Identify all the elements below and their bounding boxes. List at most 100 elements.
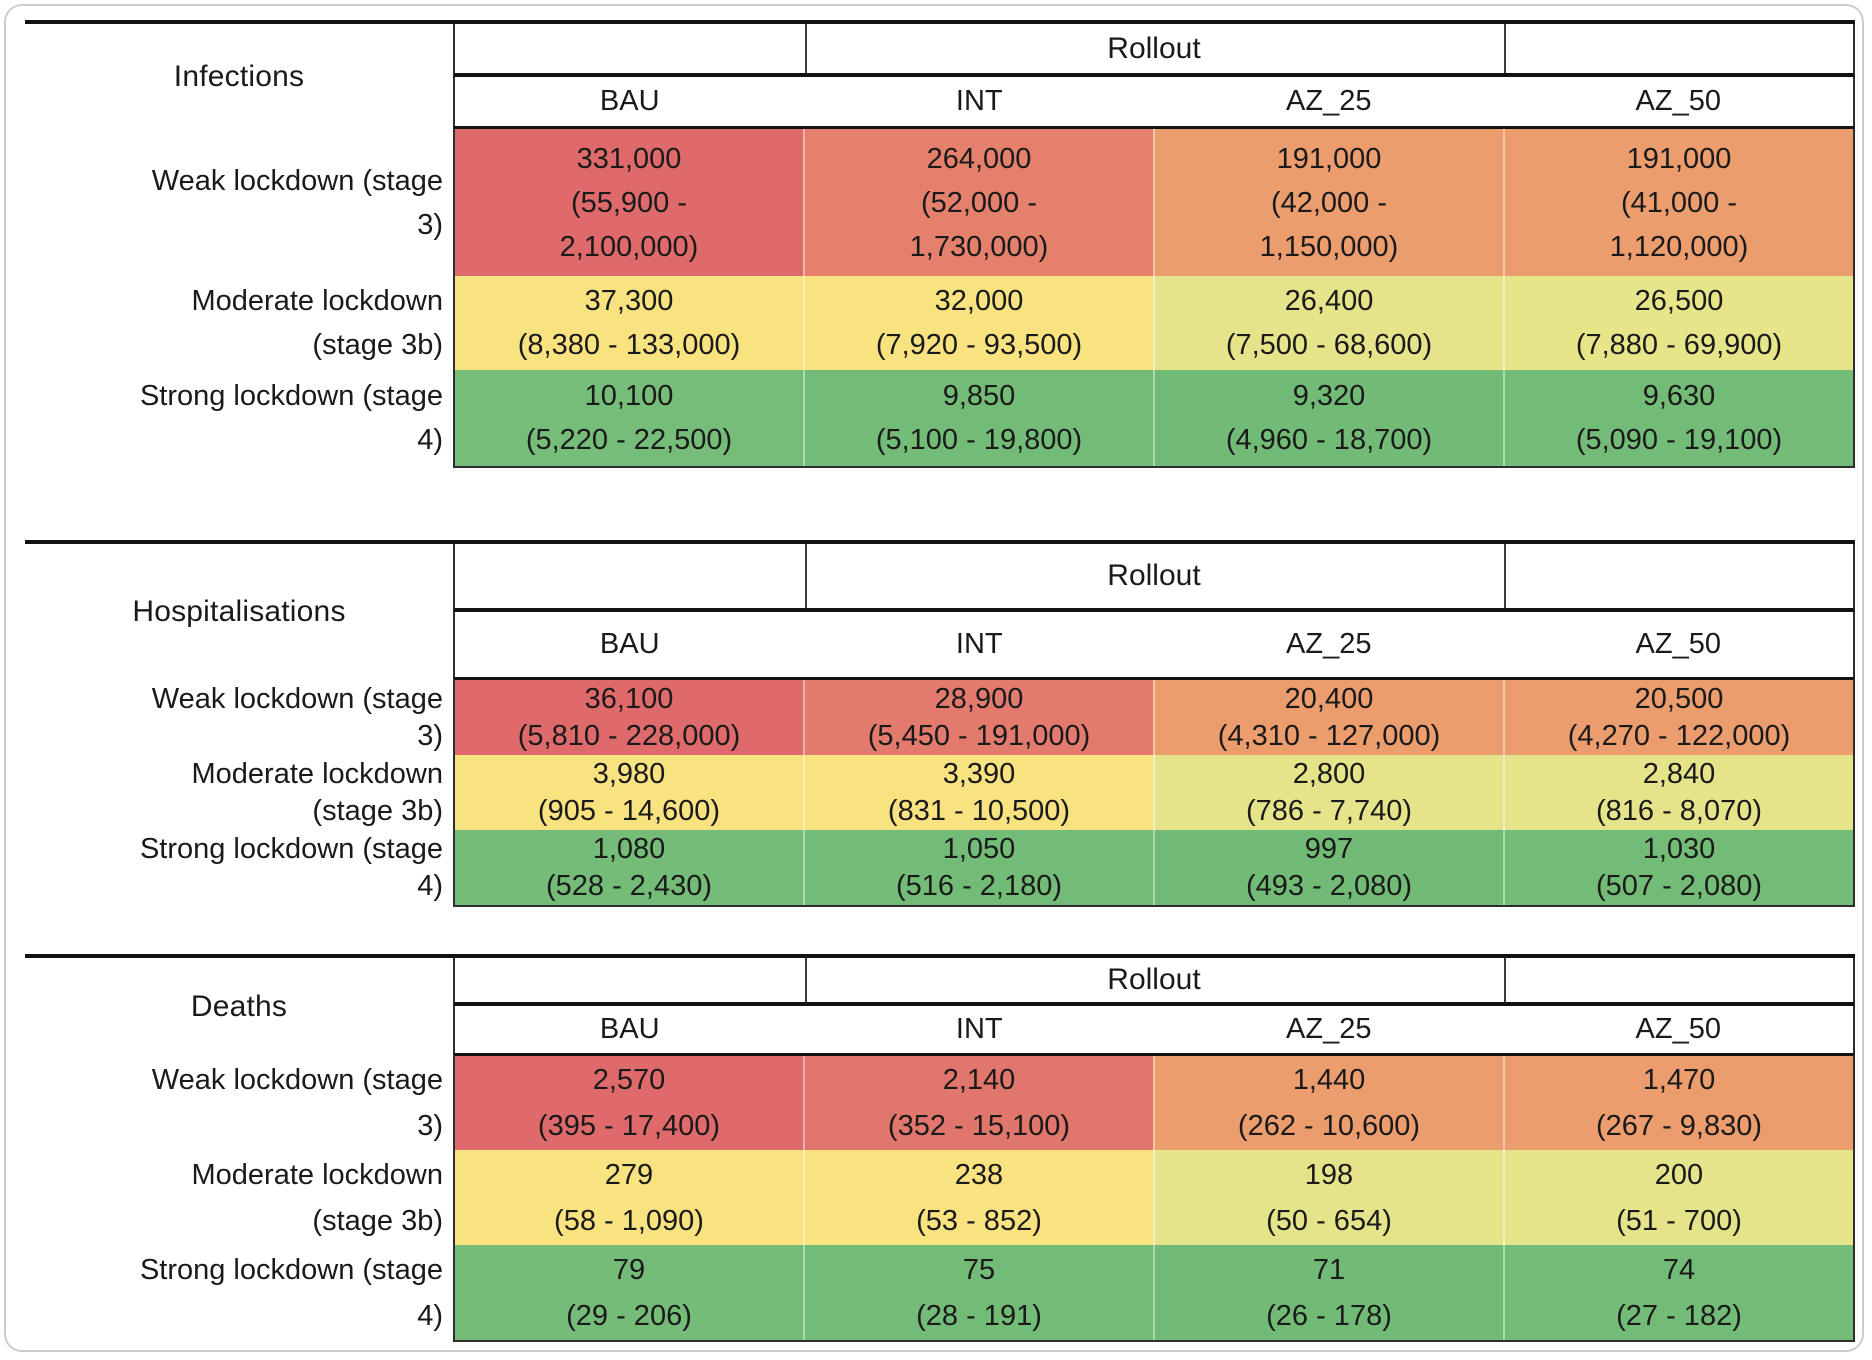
table-row: 2,570 (395 - 17,400) 2,140 (352 - 15,100) 1,… — [455, 1056, 1853, 1150]
cell-value: 1,080 — [592, 832, 666, 865]
table-row: 279 (58 - 1,090) 238 (53 - 852) 198 (50 - 654… — [455, 1150, 1853, 1245]
cell-ci-line: (831 - 10,500) — [887, 794, 1071, 827]
data-cell: 20,400 (4,310 - 127,000) — [1153, 680, 1503, 755]
group-header-divider — [1504, 958, 1506, 1002]
section-label: Hospitalisations — [132, 595, 346, 628]
data-cell: 997 (493 - 2,080) — [1153, 830, 1503, 905]
data-cell: 79 (29 - 206) — [455, 1245, 803, 1340]
cell-value: 1,440 — [1292, 1064, 1366, 1096]
table-top-rule — [25, 954, 1855, 958]
cell-value: 36,100 — [584, 682, 674, 715]
table-row: 3,980 (905 - 14,600) 3,390 (831 - 10,500) 2,… — [455, 755, 1853, 830]
heatmap-block: 331,000 (55,900 - 2,100,000) 264,000 (52,000… — [453, 126, 1855, 468]
cell-value: 71 — [1312, 1253, 1346, 1286]
cell-ci-line: (507 - 2,080) — [1595, 869, 1763, 902]
column-header: AZ_25 — [1286, 85, 1372, 117]
data-cell: 9,630 (5,090 - 19,100) — [1503, 370, 1853, 466]
cell-ci-line: (8,380 - 133,000) — [517, 329, 741, 361]
cell-value: 9,320 — [1292, 380, 1366, 412]
data-cell: 1,470 (267 - 9,830) — [1503, 1056, 1853, 1150]
row-label-line: (stage 3b) — [312, 1204, 443, 1237]
table-top-rule — [25, 540, 1855, 544]
column-header: INT — [955, 1013, 1003, 1045]
cell-value: 37,300 — [584, 285, 674, 317]
row-label-line: 4) — [417, 1299, 443, 1332]
data-cell: 26,400 (7,500 - 68,600) — [1153, 276, 1503, 370]
cell-value: 9,850 — [942, 380, 1016, 412]
row-label: Moderate lockdown (stage 3b) — [25, 1150, 453, 1245]
heatmap-block: 2,570 (395 - 17,400) 2,140 (352 - 15,100) 1,… — [453, 1053, 1855, 1342]
table-row: 36,100 (5,810 - 228,000) 28,900 (5,450 - 19… — [455, 680, 1853, 755]
data-cell: 2,570 (395 - 17,400) — [455, 1056, 803, 1150]
heatmap-block: 36,100 (5,810 - 228,000) 28,900 (5,450 - 19… — [453, 677, 1855, 907]
group-header-divider — [805, 24, 807, 73]
cell-value: 20,500 — [1634, 682, 1724, 715]
group-header-divider — [1504, 544, 1506, 608]
row-label: Weak lockdown (stage 3) — [25, 129, 453, 276]
table-row: 37,300 (8,380 - 133,000) 32,000 (7,920 - 93… — [455, 276, 1853, 370]
row-label-line: Moderate lockdown — [191, 285, 443, 317]
table-top-rule — [25, 20, 1855, 24]
figure-card: Infections Weak lockdown (stage 3) Moderate… — [4, 4, 1864, 1352]
row-label-line: Moderate lockdown — [191, 1158, 443, 1191]
cell-ci-line: (26 - 178) — [1266, 1299, 1392, 1332]
cell-ci-line: 1,730,000) — [909, 230, 1049, 263]
cell-ci-line: (528 - 2,430) — [545, 869, 713, 902]
group-header-label: Rollout — [1107, 559, 1201, 592]
data-cell: 1,080 (528 - 2,430) — [455, 830, 803, 905]
cell-ci-line: (27 - 182) — [1616, 1299, 1742, 1332]
table-infections: Infections Weak lockdown (stage 3) Moderate… — [25, 20, 1855, 468]
column-header: AZ_50 — [1635, 628, 1721, 660]
row-label: Strong lockdown (stage 4) — [25, 1245, 453, 1340]
table-body-row: Infections Weak lockdown (stage 3) Moderate… — [25, 24, 1855, 468]
data-cell: 2,140 (352 - 15,100) — [803, 1056, 1153, 1150]
row-label-line: (stage 3b) — [312, 329, 443, 361]
cell-ci-line: (395 - 17,400) — [537, 1110, 721, 1142]
cell-ci-line: (493 - 2,080) — [1245, 869, 1413, 902]
column-header: INT — [955, 85, 1003, 117]
column-header: BAU — [599, 1013, 660, 1045]
data-cell: 1,050 (516 - 2,180) — [803, 830, 1153, 905]
row-label: Weak lockdown (stage 3) — [25, 1056, 453, 1150]
cell-value: 74 — [1662, 1253, 1696, 1286]
group-header-divider — [805, 958, 807, 1002]
cell-ci-line: (51 - 700) — [1616, 1204, 1742, 1237]
cell-ci-line: (7,920 - 93,500) — [875, 329, 1083, 361]
cell-value: 75 — [962, 1253, 996, 1286]
cell-value: 10,100 — [584, 380, 674, 412]
cell-value: 2,570 — [592, 1064, 666, 1096]
data-cell: 9,850 (5,100 - 19,800) — [803, 370, 1153, 466]
cell-ci-line: (5,450 - 191,000) — [867, 719, 1091, 752]
cell-value: 2,140 — [942, 1064, 1016, 1096]
group-header-label: Rollout — [1107, 31, 1201, 65]
cell-value: 238 — [954, 1158, 1004, 1191]
row-label-line: (stage 3b) — [312, 794, 443, 827]
cell-value: 20,400 — [1284, 682, 1374, 715]
cell-ci-line: (29 - 206) — [566, 1299, 692, 1332]
row-label: Strong lockdown (stage 4) — [25, 370, 453, 466]
row-label: Strong lockdown (stage 4) — [25, 830, 453, 905]
cell-value: 200 — [1654, 1158, 1704, 1191]
data-cell: 10,100 (5,220 - 22,500) — [455, 370, 803, 466]
table-body-row: Hospitalisations Weak lockdown (stage 3) Mo… — [25, 544, 1855, 907]
data-cell: 71 (26 - 178) — [1153, 1245, 1503, 1340]
data-cell: 20,500 (4,270 - 122,000) — [1503, 680, 1853, 755]
cell-ci-line: (52,000 - — [920, 186, 1038, 219]
row-label-line: Strong lockdown (stage — [139, 832, 443, 865]
cell-ci-line: (50 - 654) — [1266, 1204, 1392, 1237]
table-hospitalisations: Hospitalisations Weak lockdown (stage 3) Mo… — [25, 540, 1855, 907]
cell-value: 3,390 — [942, 757, 1016, 790]
cell-ci-line: 1,120,000) — [1609, 230, 1749, 263]
data-columns: Rollout BAU INT AZ_25 AZ_50 331,000 (55,900 - 2… — [453, 24, 1855, 468]
cell-ci-line: (28 - 191) — [916, 1299, 1042, 1332]
row-label-line: Strong lockdown (stage — [139, 380, 443, 412]
cell-value: 2,800 — [1292, 757, 1366, 790]
cell-ci-line: (55,900 - — [570, 186, 688, 219]
cell-ci-line: (262 - 10,600) — [1237, 1110, 1421, 1142]
column-header-row: BAU INT AZ_25 AZ_50 — [453, 1006, 1855, 1053]
data-cell: 36,100 (5,810 - 228,000) — [455, 680, 803, 755]
row-label-column: Deaths Weak lockdown (stage 3) Moderate loc… — [25, 958, 453, 1342]
cell-ci-line: (5,810 - 228,000) — [517, 719, 741, 752]
row-label-line: Weak lockdown (stage — [151, 164, 443, 197]
data-columns: Rollout BAU INT AZ_25 AZ_50 2,570 (395 - 17,40… — [453, 958, 1855, 1342]
